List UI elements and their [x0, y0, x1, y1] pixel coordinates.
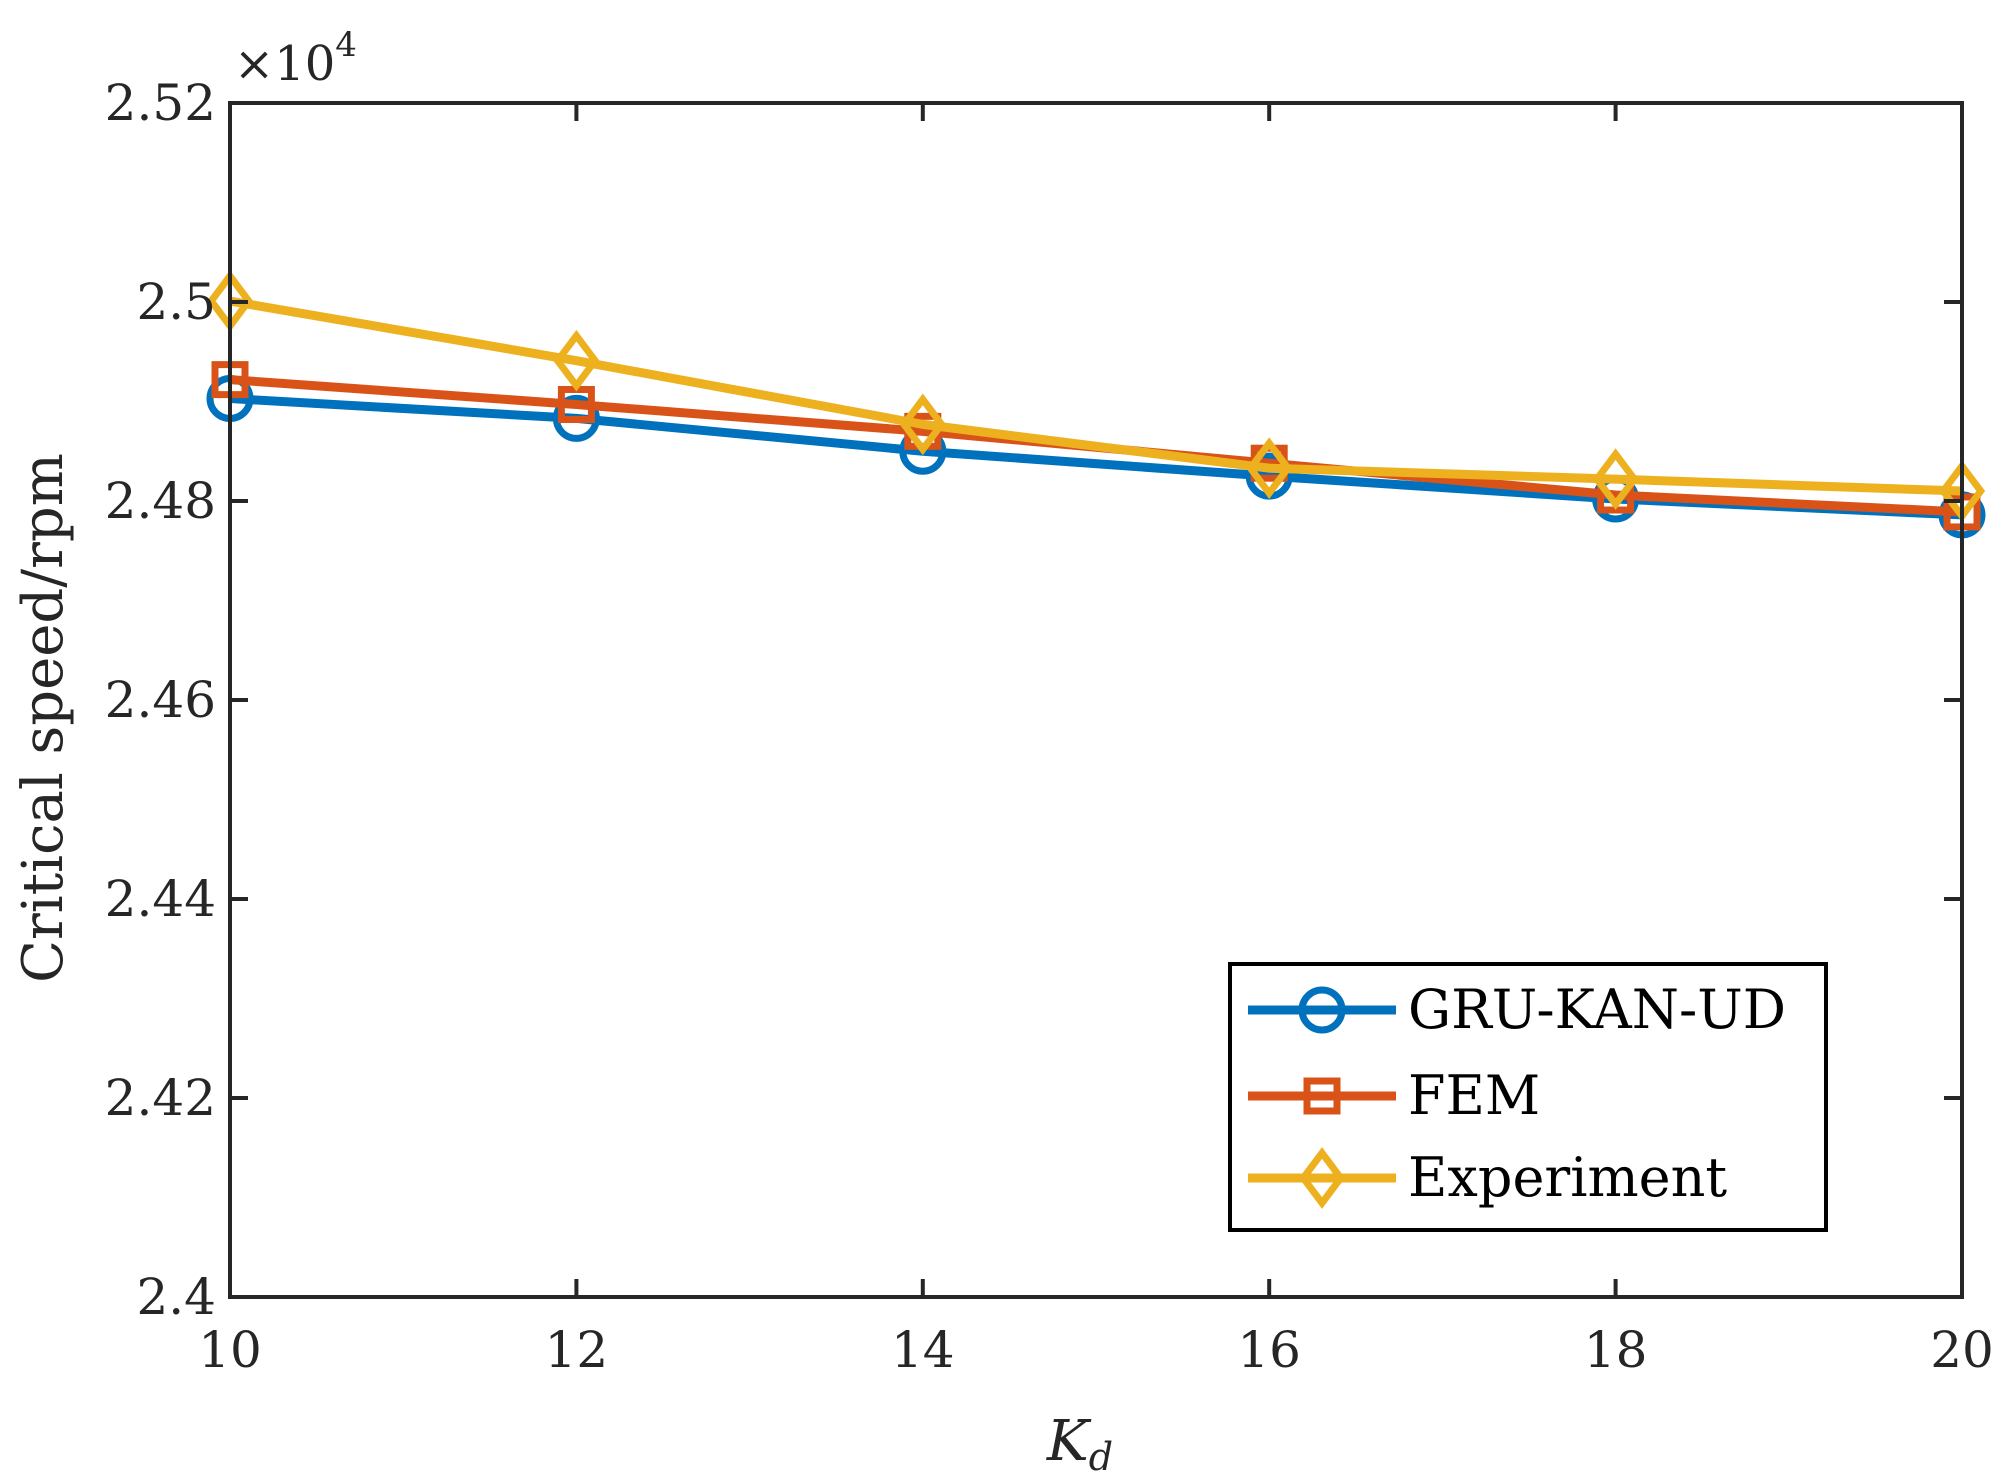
data-point-experiment	[1246, 437, 1293, 499]
data-point-gru-kan-ud	[552, 394, 600, 442]
y-tick-label: 2.5	[136, 273, 216, 331]
data-point-experiment	[553, 329, 600, 392]
legend-entry-experiment: Experiment	[1248, 1146, 1727, 1209]
data-point-experiment	[1592, 448, 1639, 510]
x-tick-label: 18	[1584, 1321, 1648, 1379]
x-tick-label: 16	[1237, 1321, 1301, 1379]
legend-label-fem: FEM	[1408, 1064, 1540, 1127]
y-tick-label: 2.46	[105, 671, 216, 729]
data-point-experiment	[899, 393, 946, 456]
legend-entry-fem: FEM	[1248, 1064, 1540, 1127]
x-axis-title-main: K	[1046, 1409, 1092, 1474]
series-line-experiment	[229, 296, 1963, 496]
x-axis-title: Kd	[1046, 1409, 1113, 1476]
x-tick-label: 14	[891, 1321, 955, 1379]
y-tick-label: 2.52	[105, 74, 216, 132]
legend-label-gru-kan-ud: GRU-KAN-UD	[1408, 978, 1786, 1041]
x-tick-label: 12	[545, 1321, 609, 1379]
legend-marker-square	[1303, 1077, 1341, 1115]
ticks-layer: 10 12 14 16 18 20 2.4 2.42 2.44 2.46 2.48 2.5 2.52	[105, 74, 1994, 1379]
y-tick-label: 2.42	[105, 1069, 216, 1127]
y-tick-label: 2.44	[105, 870, 216, 928]
y-axis-exponent-label: ×104	[234, 25, 357, 92]
y-tick-label: 2.4	[136, 1268, 216, 1326]
legend-marker-circle	[1298, 986, 1346, 1034]
y-axis-exponent-prefix: ×10	[234, 36, 335, 92]
y-tick-label: 2.48	[105, 472, 216, 530]
legend-marker-circle	[1298, 986, 1346, 1034]
y-axis-exponent-power: 4	[335, 25, 357, 65]
x-tick-label: 10	[198, 1321, 262, 1379]
x-axis-title-subscript: d	[1089, 1435, 1113, 1476]
legend: GRU-KAN-UD FEM Experiment	[1228, 962, 1828, 1232]
legend-label-experiment: Experiment	[1408, 1146, 1727, 1209]
legend-entry-gru-kan-ud: GRU-KAN-UD	[1248, 978, 1786, 1041]
plot-area: 10 12 14 16 18 20 2.4 2.42 2.44 2.46 2.48 2.5 2.52	[105, 74, 1994, 1379]
y-axis-title: Critical speed/rpm	[11, 453, 76, 983]
legend-marker-diamond	[1298, 1147, 1346, 1209]
x-tick-label: 20	[1930, 1321, 1994, 1379]
legend-marker-diamond	[1298, 1147, 1346, 1209]
legend-marker-square	[1303, 1077, 1341, 1115]
